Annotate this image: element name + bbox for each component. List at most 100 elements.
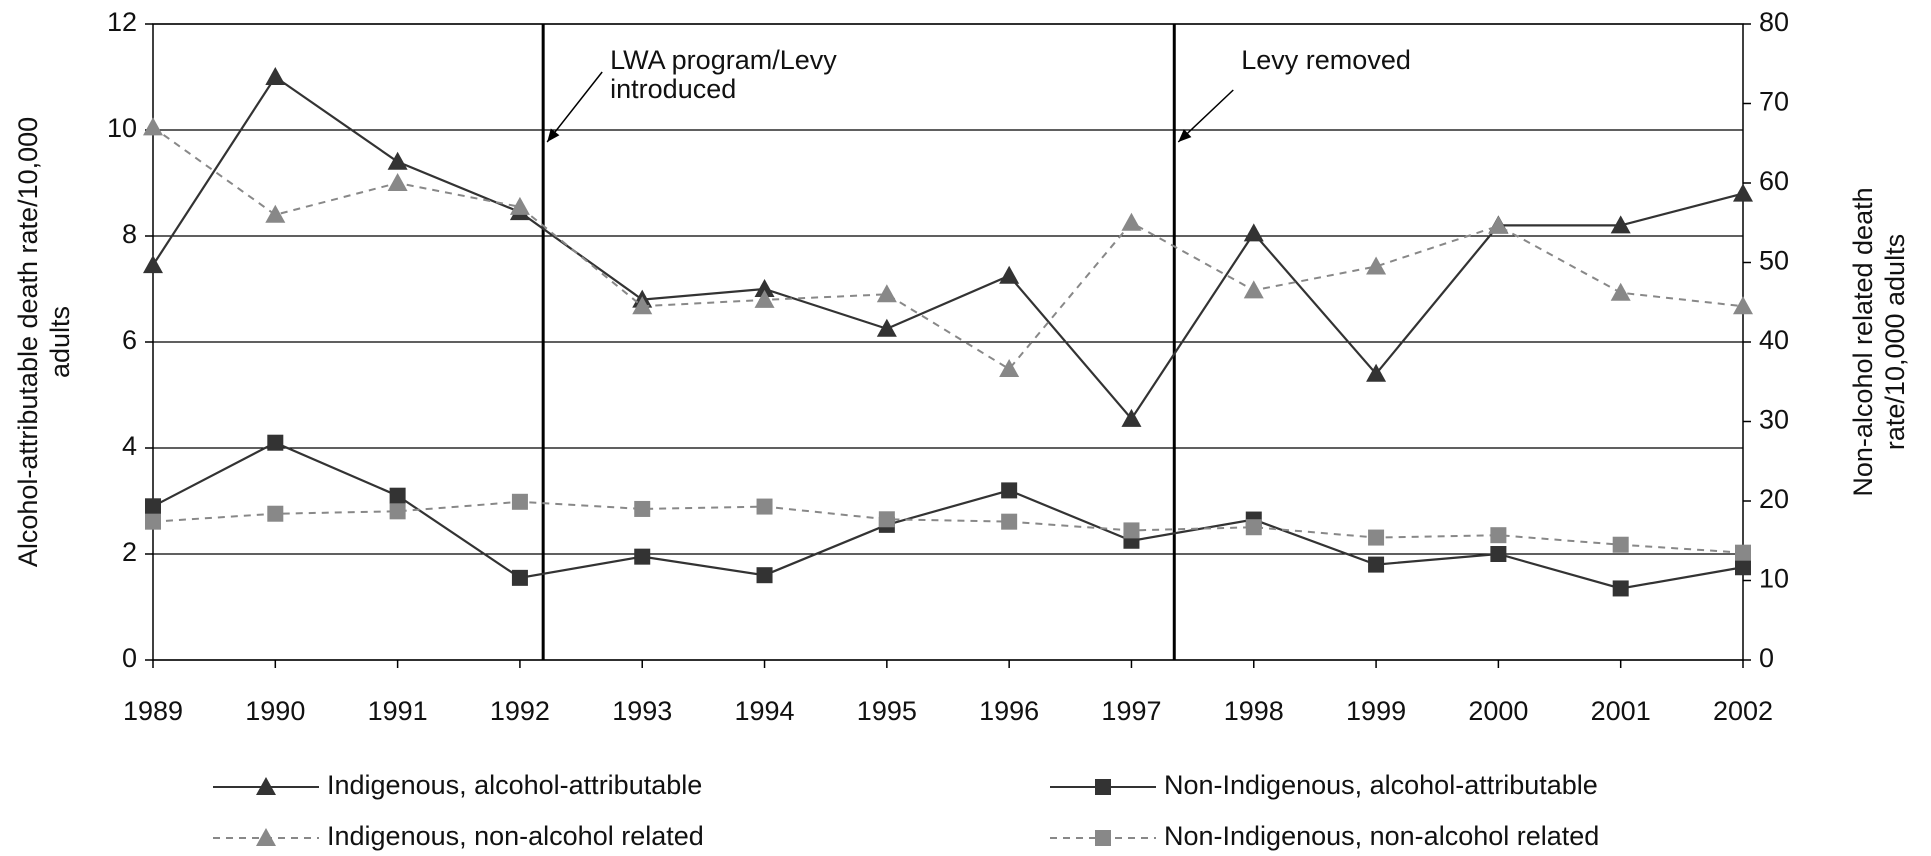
data-point: [1612, 580, 1629, 597]
data-point: [1245, 519, 1262, 536]
y-axis-title: adults: [45, 306, 75, 378]
x-tick-label: 2002: [1713, 696, 1773, 726]
y2-tick-label: 20: [1759, 484, 1789, 514]
data-point: [876, 318, 897, 337]
data-point: [389, 487, 406, 504]
y-tick-label: 8: [122, 219, 137, 249]
y-tick-label: 12: [107, 7, 137, 37]
data-point: [387, 173, 408, 191]
data-point: [143, 117, 163, 136]
data-point: [1612, 536, 1629, 553]
annotation-arrowhead: [1178, 129, 1192, 142]
series-line: [152, 75, 1744, 421]
data-point: [632, 296, 653, 315]
x-tick-label: 1990: [245, 696, 305, 726]
data-point: [1366, 363, 1387, 382]
data-point: [1123, 522, 1140, 539]
legend-marker: [256, 828, 276, 846]
x-tick-label: 1989: [123, 696, 183, 726]
data-point: [1610, 282, 1631, 301]
legend-label: Non-Indigenous, non-alcohol related: [1164, 821, 1599, 851]
data-point: [1490, 546, 1507, 562]
data-point: [145, 513, 161, 530]
y2-tick-label: 80: [1759, 7, 1789, 37]
data-point: [1368, 529, 1385, 546]
data-point: [754, 279, 775, 297]
y2-axis-title: rate/10,000 adults: [1880, 234, 1910, 450]
x-tick-label: 2000: [1468, 696, 1528, 726]
x-tick-label: 1993: [612, 696, 672, 726]
data-point: [1243, 280, 1264, 299]
annotation-text: introduced: [610, 74, 736, 104]
x-tick-label: 1995: [857, 696, 917, 726]
y2-axis-title: Non-alcohol related death: [1848, 187, 1878, 496]
data-point: [1733, 183, 1753, 202]
data-point: [1121, 212, 1142, 231]
data-point: [1001, 513, 1018, 530]
legend-marker: [1095, 830, 1111, 846]
data-point: [634, 548, 651, 565]
y2-tick-label: 50: [1759, 246, 1789, 276]
data-point: [1733, 296, 1753, 315]
data-point: [1610, 215, 1631, 234]
x-tick-label: 1991: [368, 696, 428, 726]
y-tick-label: 10: [107, 113, 137, 143]
plot-border: [152, 23, 1744, 661]
data-point: [756, 567, 773, 584]
data-point: [267, 434, 284, 451]
series-line: [152, 126, 1744, 371]
data-point: [1490, 527, 1507, 544]
x-tick-label: 2001: [1591, 696, 1651, 726]
legend-label: Indigenous, non-alcohol related: [327, 821, 704, 851]
y-tick-label: 4: [122, 431, 137, 461]
y2-tick-label: 0: [1759, 643, 1774, 673]
data-point: [265, 204, 286, 223]
data-point: [634, 500, 651, 517]
y-axis-title: Alcohol-attributable death rate/10,000: [13, 117, 43, 567]
y2-tick-label: 60: [1759, 166, 1789, 196]
x-tick-label: 1997: [1101, 696, 1161, 726]
series-line: [152, 500, 1744, 554]
y2-tick-label: 40: [1759, 325, 1789, 355]
data-point: [1488, 215, 1509, 234]
data-point: [511, 493, 528, 510]
data-point: [267, 505, 284, 522]
data-point: [145, 498, 161, 515]
data-point: [1121, 408, 1142, 427]
data-point: [754, 289, 775, 308]
legend-marker: [256, 777, 276, 795]
y2-tick-label: 30: [1759, 405, 1789, 435]
data-point: [1368, 556, 1385, 573]
y-tick-label: 6: [122, 325, 137, 355]
data-point: [878, 511, 895, 528]
data-point: [511, 569, 528, 586]
legend-marker: [1095, 779, 1111, 795]
data-point: [265, 67, 286, 85]
x-tick-label: 1999: [1346, 696, 1406, 726]
annotation-arrowhead: [547, 128, 560, 142]
x-tick-label: 1992: [490, 696, 550, 726]
annotation-text: LWA program/Levy: [610, 45, 837, 75]
y2-tick-label: 10: [1759, 564, 1789, 594]
data-point: [387, 151, 408, 170]
y2-tick-label: 70: [1759, 87, 1789, 117]
data-point: [509, 196, 530, 215]
y-tick-label: 0: [122, 643, 137, 673]
annotation-arrow: [546, 71, 603, 143]
x-tick-label: 1994: [734, 696, 794, 726]
data-point: [1001, 482, 1018, 499]
data-point: [1735, 559, 1751, 576]
y-tick-label: 2: [122, 537, 137, 567]
data-point: [389, 503, 406, 520]
legend-label: Indigenous, alcohol-attributable: [327, 770, 702, 800]
data-point: [1735, 544, 1751, 561]
data-point: [756, 498, 773, 515]
data-point: [1366, 256, 1387, 275]
data-point: [876, 284, 897, 303]
data-point: [999, 265, 1020, 284]
data-point: [999, 359, 1020, 378]
data-point: [143, 255, 163, 274]
data-point: [1243, 223, 1264, 242]
x-tick-label: 1996: [979, 696, 1039, 726]
